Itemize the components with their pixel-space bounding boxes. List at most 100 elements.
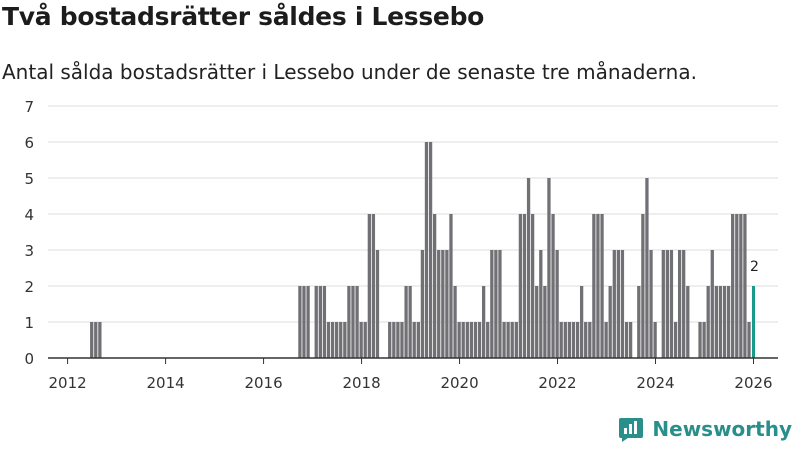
bar — [526, 178, 531, 358]
y-tick-label: 3 — [24, 242, 34, 260]
bar — [702, 322, 706, 358]
bar — [535, 286, 539, 358]
bar — [396, 322, 400, 358]
brand-logo: Newsworthy — [618, 416, 792, 442]
bar — [343, 322, 347, 358]
bar — [592, 214, 596, 358]
bar — [563, 322, 567, 358]
bar — [502, 322, 506, 358]
bar — [351, 286, 355, 358]
bar — [559, 322, 563, 358]
bar — [506, 322, 510, 358]
bar — [514, 322, 518, 358]
highlight-bar — [752, 286, 756, 358]
x-tick-label: 2016 — [244, 374, 282, 392]
bar — [547, 178, 551, 358]
bar — [706, 286, 710, 358]
bar — [722, 286, 727, 358]
bar — [375, 250, 380, 358]
bar — [682, 250, 686, 358]
bar — [335, 322, 339, 358]
bar — [575, 322, 580, 358]
bar — [608, 286, 612, 358]
x-tick-label: 2014 — [146, 374, 184, 392]
bar — [420, 250, 425, 358]
bar — [347, 286, 351, 358]
highlight-data-label: 2 — [750, 259, 759, 275]
bar — [739, 214, 743, 358]
bar — [453, 286, 457, 358]
bar — [747, 322, 751, 358]
bar — [367, 214, 371, 358]
bar — [665, 250, 670, 358]
bar — [322, 286, 327, 358]
bar — [388, 322, 392, 358]
y-tick-label: 0 — [24, 350, 34, 368]
bar — [298, 286, 302, 358]
bar — [518, 214, 523, 358]
bar — [461, 322, 465, 358]
bar — [726, 286, 731, 358]
bar — [539, 250, 543, 358]
bar — [673, 322, 678, 358]
bar — [302, 286, 306, 358]
bar — [306, 286, 310, 358]
bar — [743, 214, 747, 358]
bar — [624, 322, 629, 358]
bar — [400, 322, 404, 358]
bar — [494, 250, 498, 358]
bar — [628, 322, 633, 358]
bar — [677, 250, 682, 358]
bar — [457, 322, 461, 358]
y-tick-label: 7 — [24, 98, 34, 116]
bar — [731, 214, 735, 358]
bar — [465, 322, 469, 358]
bar — [355, 286, 359, 358]
bar — [669, 250, 674, 358]
bar — [596, 214, 600, 358]
bar — [98, 322, 102, 358]
bar — [661, 250, 665, 358]
bar — [445, 250, 449, 358]
bar — [588, 322, 592, 358]
bar — [551, 214, 555, 358]
bar — [490, 250, 494, 358]
bar — [408, 286, 412, 358]
bar — [404, 286, 408, 358]
bar — [710, 250, 714, 358]
bar — [441, 250, 445, 358]
bar — [579, 286, 584, 358]
bar — [339, 322, 343, 358]
y-tick-label: 4 — [24, 206, 34, 224]
bar — [359, 322, 363, 358]
bar — [510, 322, 514, 358]
y-tick-label: 5 — [24, 170, 34, 188]
chart-subtitle: Antal sålda bostadsrätter i Lessebo unde… — [2, 60, 697, 84]
bar — [567, 322, 572, 358]
bar — [571, 322, 576, 358]
bar — [543, 286, 547, 358]
bar — [477, 322, 482, 358]
bar — [686, 286, 690, 358]
bar — [584, 322, 588, 358]
y-tick-label: 1 — [24, 314, 34, 332]
bar — [620, 250, 625, 358]
bar — [498, 250, 502, 358]
bar — [612, 250, 616, 358]
bar — [318, 286, 322, 358]
bar — [363, 322, 367, 358]
x-tick-label: 2024 — [636, 374, 674, 392]
bar — [645, 178, 649, 358]
bar — [473, 322, 478, 358]
bar — [555, 250, 559, 358]
bar — [718, 286, 723, 358]
bar — [637, 286, 641, 358]
bar — [530, 214, 535, 358]
bar — [314, 286, 318, 358]
x-tick-label: 2012 — [49, 374, 87, 392]
bar — [616, 250, 621, 358]
bar — [371, 214, 376, 358]
bar — [604, 322, 608, 358]
x-tick-label: 2020 — [440, 374, 478, 392]
bar — [735, 214, 739, 358]
